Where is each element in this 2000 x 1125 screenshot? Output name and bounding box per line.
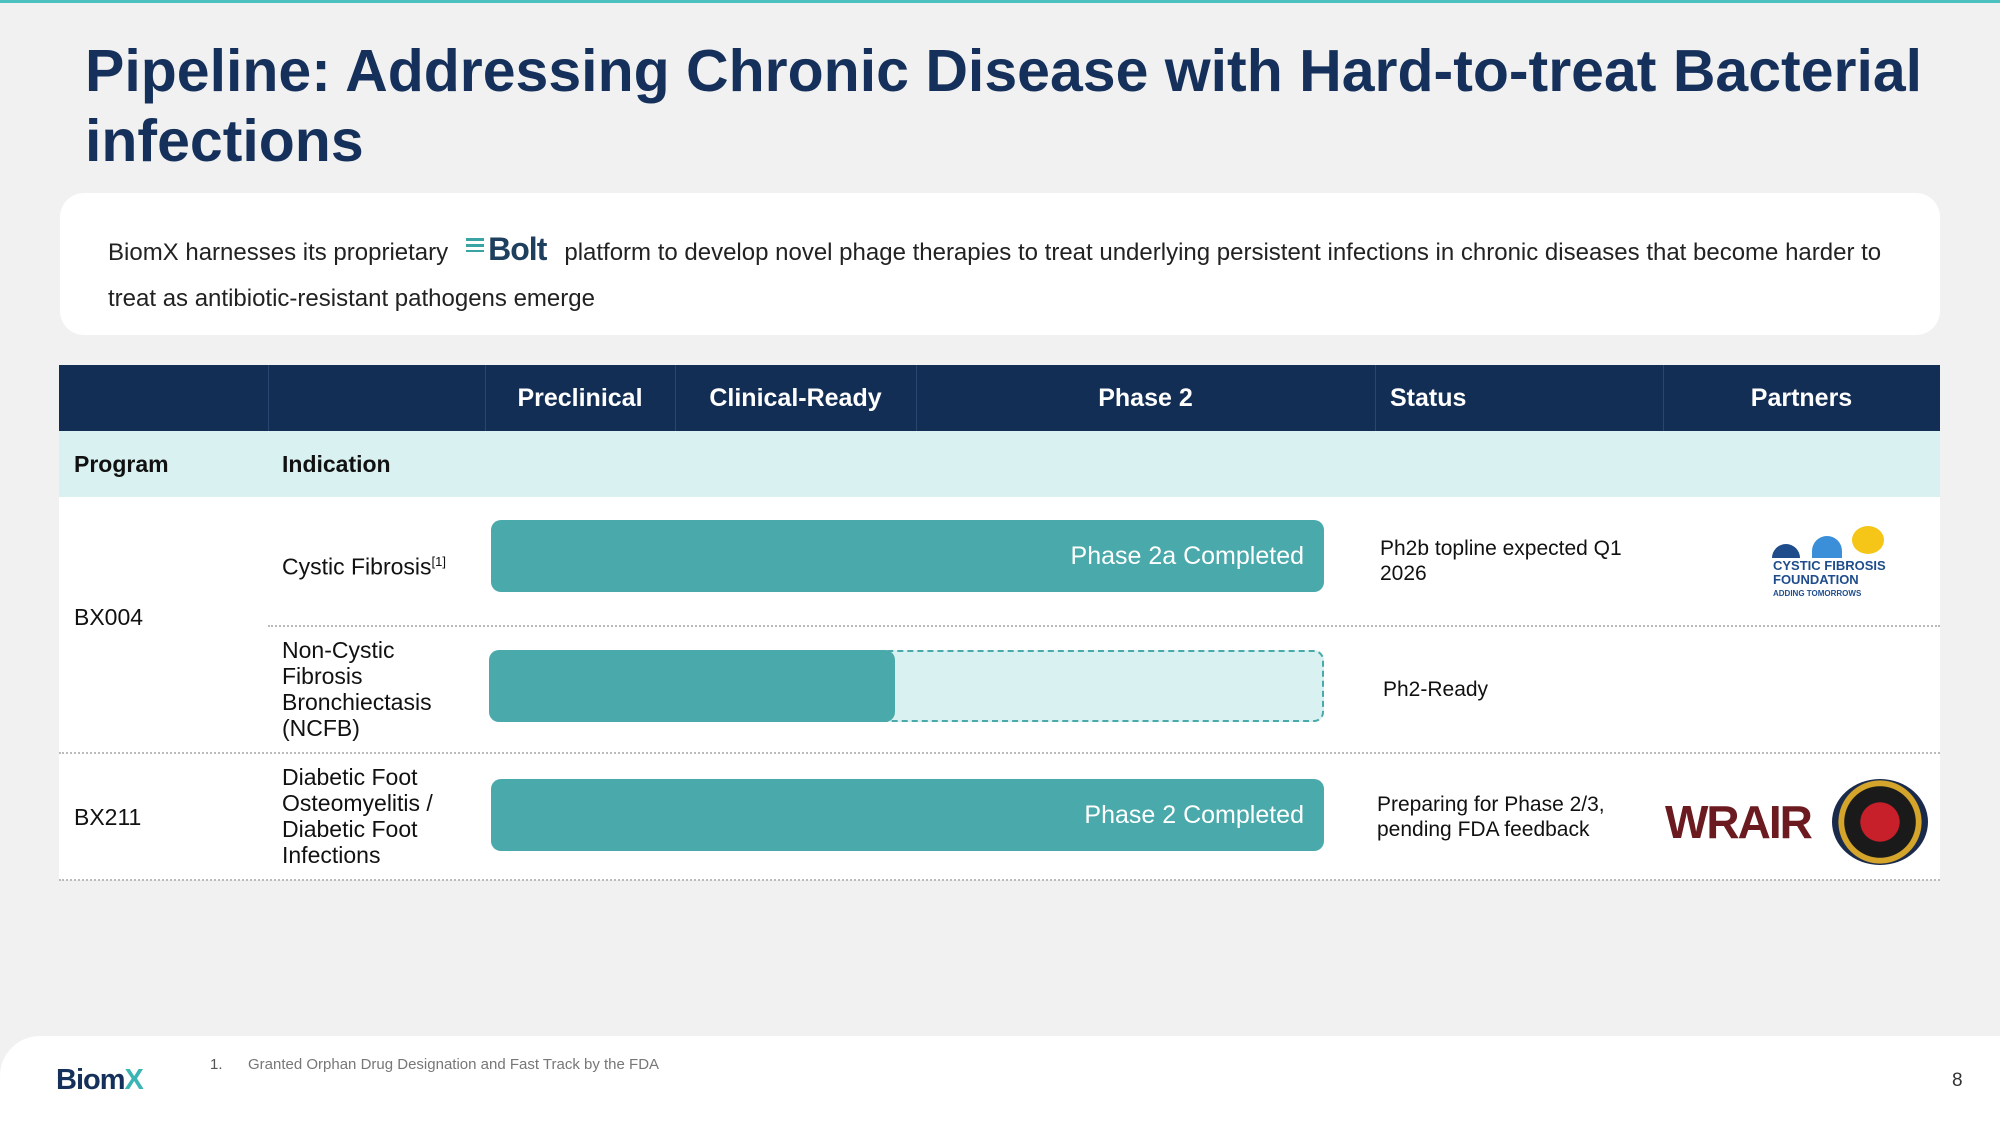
indication: Diabetic Foot Osteomyelitis / Diabetic F… — [282, 764, 433, 868]
footnote-ref: [1] — [431, 554, 446, 569]
bolt-logo: Bolt — [466, 226, 547, 272]
logo-line: CYSTIC FIBROSIS — [1773, 558, 1886, 573]
header-cell: Preclinical — [517, 384, 643, 412]
progress-bar: Phase 2a Completed — [491, 520, 1324, 592]
logo-line: FOUNDATION — [1773, 572, 1859, 587]
progress-bar — [489, 650, 895, 722]
indication: Non-Cystic Fibrosis Bronchiectasis (NCFB… — [282, 637, 432, 741]
intro-text: BiomX harnesses its proprietary — [108, 239, 449, 266]
wrair-logo: WRAIR — [1665, 796, 1813, 848]
logo-line: ADDING TOMORROWS — [1773, 589, 1862, 598]
title: Pipeline: Addressing Chronic Disease wit… — [85, 38, 1923, 174]
cff-logo: CYSTIC FIBROSIS FOUNDATION ADDING TOMORROW… — [1770, 526, 1910, 598]
divider — [268, 365, 269, 431]
logo-text: CYSTIC FIBROSIS FOUNDATION ADDING TOMORROW… — [1773, 559, 1886, 601]
intro-text: platform to develop novel phage therapie… — [108, 239, 1882, 312]
row-separator — [59, 752, 1940, 754]
logo-text: Biom — [56, 1064, 125, 1096]
indication-text: Cystic Fibrosis — [282, 553, 432, 580]
table-header — [59, 365, 1940, 431]
divider — [675, 365, 676, 431]
status: Preparing for Phase 2/3, pending FDA fee… — [1377, 793, 1605, 841]
seal-logo — [1832, 779, 1928, 865]
footer — [0, 1036, 2000, 1125]
row-separator — [268, 625, 1940, 627]
intro: BiomX harnesses its proprietary Bolt platf… — [108, 226, 1908, 322]
divider — [1663, 365, 1664, 431]
program: BX211 — [74, 804, 142, 830]
header-cell: Clinical-Ready — [709, 384, 882, 412]
logo-text: X — [124, 1064, 144, 1096]
page-number: 8 — [1952, 1070, 1963, 1091]
status: Ph2-Ready — [1383, 678, 1489, 701]
subheader-cell: Indication — [282, 451, 391, 477]
logo-shape — [1772, 544, 1800, 558]
subheader — [59, 431, 1940, 497]
program: BX004 — [74, 604, 144, 630]
row-separator — [59, 879, 1940, 881]
footnote-number: 1. — [210, 1056, 223, 1073]
header-cell: Partners — [1750, 384, 1853, 412]
header-cell: Status — [1390, 384, 1467, 412]
biomx-logo: BiomX — [56, 1064, 144, 1097]
divider — [1375, 365, 1376, 431]
logo-shape — [1812, 536, 1842, 558]
logo-shape — [1852, 526, 1884, 554]
divider — [916, 365, 917, 431]
header-cell: Phase 2 — [1098, 384, 1193, 412]
status: Ph2b topline expected Q1 2026 — [1380, 537, 1622, 585]
divider — [485, 365, 486, 431]
subheader-cell: Program — [74, 451, 169, 477]
intro-box — [60, 193, 1940, 335]
footnote: Granted Orphan Drug Designation and Fast… — [248, 1056, 660, 1073]
top-rule — [0, 0, 2000, 3]
indication: Cystic Fibrosis[1] — [282, 549, 446, 580]
progress-bar: Phase 2 Completed — [491, 779, 1324, 851]
